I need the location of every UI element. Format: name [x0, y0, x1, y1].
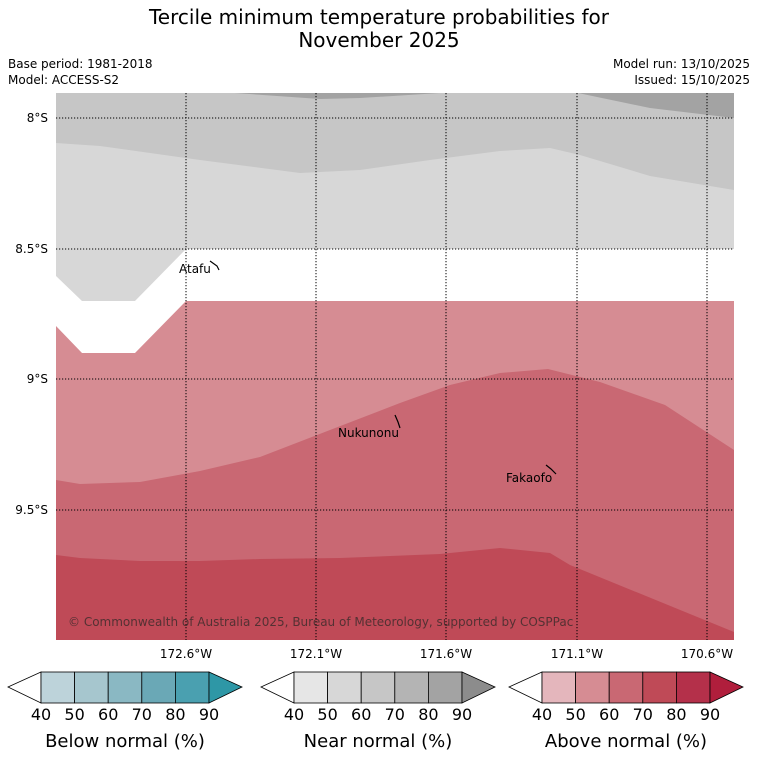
- above-normal-swatch-60-70: [608, 671, 644, 704]
- above-normal-swatch-over: [709, 671, 744, 704]
- near-normal-swatch-40-50: [293, 671, 328, 704]
- below-tick-50: 50: [64, 705, 84, 724]
- above-tick-50: 50: [565, 705, 585, 724]
- near-tick-60: 60: [351, 705, 371, 724]
- below-normal-swatch-70-80: [141, 671, 176, 704]
- place-label-fakaofo: Fakaofo: [506, 471, 552, 485]
- near-tick-40: 40: [284, 705, 304, 724]
- below-tick-40: 40: [31, 705, 51, 724]
- lat-label-9-5s: 9.5°S: [15, 503, 48, 517]
- below-tick-60: 60: [98, 705, 118, 724]
- above-tick-40: 40: [532, 705, 552, 724]
- place-label-nukunonu: Nukunonu: [338, 426, 399, 440]
- above-tick-90: 90: [700, 705, 720, 724]
- fakaofo-island-outline: [545, 464, 557, 475]
- below-normal-swatch-80-90: [174, 671, 210, 704]
- meta-right: Model run: 13/10/2025 Issued: 15/10/2025: [613, 56, 750, 88]
- model-name: Model: ACCESS-S2: [8, 73, 120, 87]
- above-tick-70: 70: [633, 705, 653, 724]
- near-normal-swatch-50-60: [327, 671, 362, 704]
- near-normal-swatch-60-70: [360, 671, 396, 704]
- above-normal-swatch-80-90: [676, 671, 711, 704]
- near-normal-swatch-over: [461, 671, 496, 704]
- near-tick-90: 90: [452, 705, 472, 724]
- below-tick-90: 90: [199, 705, 219, 724]
- below-normal-swatch-under: [7, 671, 42, 704]
- near-tick-70: 70: [385, 705, 405, 724]
- lon-label-171-6w: 171.6°W: [420, 647, 472, 661]
- nukunonu-island-outline: [394, 414, 401, 429]
- longitude-labels: 172.6°W 172.1°W 171.6°W 171.1°W 170.6°W: [160, 647, 733, 661]
- latitude-labels: 8°S 8.5°S 9°S 9.5°S: [15, 111, 48, 517]
- lon-label-172-6w: 172.6°W: [160, 647, 212, 661]
- near-normal-80-region-east: [578, 93, 734, 118]
- near-normal-swatch-70-80: [394, 671, 429, 704]
- above-normal-swatch-40-50: [541, 671, 576, 704]
- near-normal-70-region: [56, 93, 734, 190]
- copyright-notice: © Commonwealth of Australia 2025, Bureau…: [68, 615, 573, 629]
- lon-label-172-1w: 172.1°W: [290, 647, 342, 661]
- above-normal-swatch-50-60: [575, 671, 610, 704]
- colorbar-above-normal: [508, 671, 744, 704]
- island-outlines: [209, 260, 557, 475]
- above-tick-80: 80: [666, 705, 686, 724]
- near-normal-80-region: [235, 93, 440, 99]
- near-tick-80: 80: [418, 705, 438, 724]
- title-line-2: November 2025: [298, 28, 460, 52]
- base-period: Base period: 1981-2018: [8, 57, 153, 71]
- meta-left: Base period: 1981-2018 Model: ACCESS-S2: [8, 56, 153, 88]
- lon-label-170-6w: 170.6°W: [681, 647, 733, 661]
- place-label-atafu: Atafu: [179, 262, 211, 276]
- title-line-1: Tercile minimum temperature probabilitie…: [148, 5, 610, 29]
- lat-label-9s: 9°S: [27, 372, 48, 386]
- chart-title: Tercile minimum temperature probabilitie…: [0, 6, 758, 52]
- below-normal-swatch-over: [208, 671, 243, 704]
- lon-label-171-1w: 171.1°W: [551, 647, 603, 661]
- graticule: [56, 93, 734, 640]
- issued-date: Issued: 15/10/2025: [634, 73, 750, 87]
- lat-label-8s: 8°S: [27, 111, 48, 125]
- lat-label-8-5s: 8.5°S: [15, 242, 48, 256]
- above-tick-60: 60: [599, 705, 619, 724]
- atafu-island-outline: [209, 260, 220, 271]
- above-normal-label: Above normal (%): [545, 731, 707, 752]
- colorbar-tick-labels: 40 50 60 70 80 90 40 50 60 70 80 90 40 5…: [31, 705, 720, 724]
- below-normal-swatch-40-50: [40, 671, 75, 704]
- below-tick-70: 70: [132, 705, 152, 724]
- above-normal-70-region: [56, 548, 734, 640]
- colorbar-below-normal: [7, 671, 243, 704]
- above-normal-swatch-70-80: [642, 671, 677, 704]
- below-normal-swatch-50-60: [74, 671, 109, 704]
- near-normal-swatch-80-90: [427, 671, 463, 704]
- place-labels: Atafu Nukunonu Fakaofo: [179, 262, 552, 485]
- near-tick-50: 50: [317, 705, 337, 724]
- colorbar-titles: Below normal (%) Near normal (%) Above n…: [45, 731, 707, 752]
- model-run: Model run: 13/10/2025: [612, 57, 750, 71]
- below-normal-swatch-60-70: [107, 671, 143, 704]
- colorbar-near-normal: [260, 671, 496, 704]
- near-normal-swatch-under: [260, 671, 295, 704]
- below-normal-label: Below normal (%): [45, 731, 205, 752]
- above-normal-swatch-under: [508, 671, 543, 704]
- near-normal-label: Near normal (%): [304, 731, 453, 752]
- below-tick-80: 80: [165, 705, 185, 724]
- map-fill-regions: [56, 93, 734, 640]
